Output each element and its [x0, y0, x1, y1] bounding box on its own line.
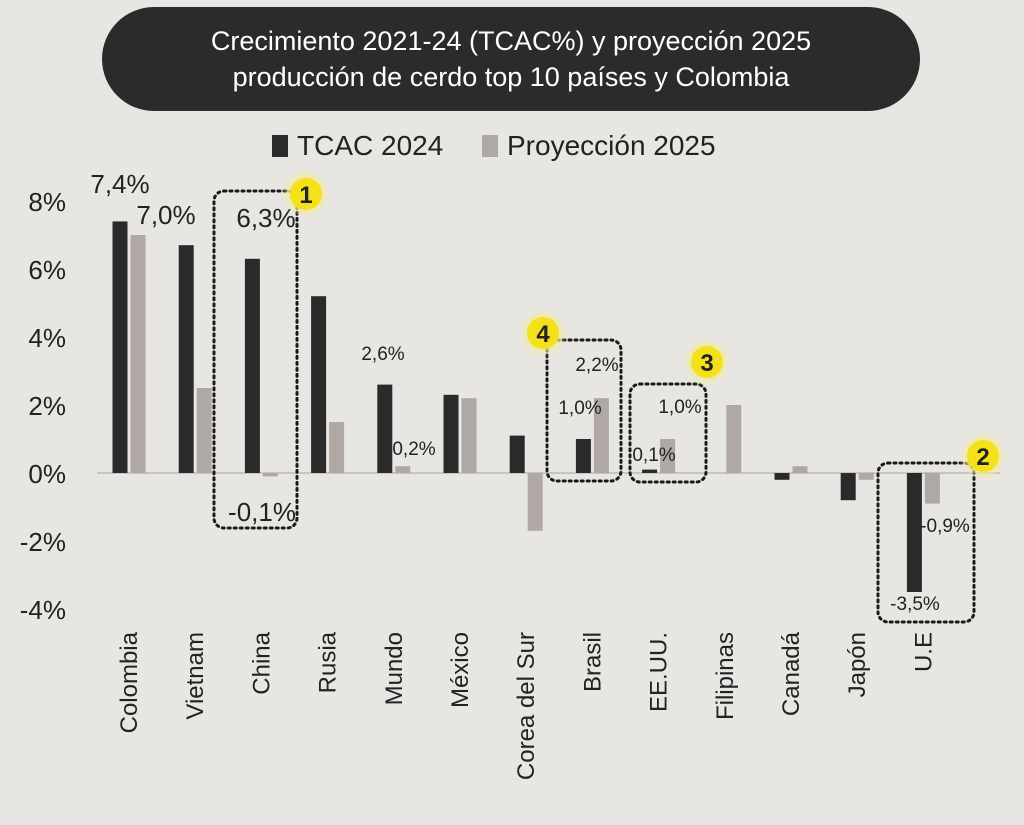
bar-proyeccion-colombia [130, 235, 146, 473]
data-label-u-e-tcac: -3,5% [890, 594, 940, 615]
x-axis-categories: Colombia Vietnam China Rusia Mundo México Core… [116, 631, 937, 780]
bar-tcac-vietnam [178, 245, 194, 473]
badge-circle-1 [290, 178, 322, 210]
bar-proyeccion-mexico [461, 398, 477, 473]
data-label-mundo-tcac: 2,6% [361, 344, 404, 365]
bar-tcac-brasil [575, 439, 591, 473]
category-label-canada: Canadá [778, 631, 805, 716]
bar-tcac-ee-uu [642, 469, 658, 473]
bar-proyeccion-mundo [395, 466, 411, 473]
data-label-u-e-proyeccion: -0,9% [920, 516, 970, 537]
bars [112, 221, 940, 592]
legend-swatch-proyeccion [482, 135, 498, 157]
highlight-box-ue [876, 461, 976, 624]
bar-tcac-canada [774, 473, 790, 480]
bar-proyeccion-corea-del-sur [527, 473, 543, 531]
bar-proyeccion-filipinas [726, 405, 742, 473]
data-label-china-proyeccion: -0,1% [228, 497, 296, 527]
y-tick-label: 4% [28, 323, 66, 353]
y-tick-label: -4% [20, 595, 66, 625]
y-axis: 8% 6% 4% 2% 0% -2% -4% [20, 187, 66, 625]
highlight-boxes [212, 189, 976, 624]
data-labels: 7,4%7,0% 6,3% -0,1% 2,6% 0,2% 2,2% 1,0% 0,1% 1,0… [90, 169, 970, 615]
badge-number-4: 4 [536, 321, 550, 348]
chart-title-line-1: Crecimiento 2021-24 (TCAC%) y proyección… [210, 26, 812, 56]
highlight-badges: 1 2 3 4 [286, 174, 1003, 476]
data-label-ee-uu-proyeccion: 1,0% [658, 397, 701, 418]
legend-label-tcac: TCAC 2024 [297, 130, 443, 161]
data-label-colombia-proyeccion: 7,0% [136, 200, 195, 230]
bar-tcac-corea-del-sur [509, 435, 525, 473]
bar-proyeccion-ee-uu [660, 439, 676, 473]
data-label-brasil-tcac: 1,0% [558, 398, 601, 419]
data-label-mundo-proyeccion: 0,2% [392, 439, 435, 460]
bar-proyeccion-vietnam [196, 388, 212, 473]
category-label-japon: Japón [844, 632, 871, 697]
legend-label-proyeccion: Proyección 2025 [507, 130, 716, 161]
data-label-ee-uu-tcac: 0,1% [632, 445, 675, 466]
category-label-mexico: México [447, 632, 474, 708]
bar-tcac-colombia [112, 221, 128, 473]
bar-proyeccion-canada [792, 466, 808, 473]
chart-legend: TCAC 2024 Proyección 2025 [272, 130, 716, 161]
y-tick-label: 0% [28, 459, 66, 489]
category-label-china: China [248, 631, 275, 694]
badge-circle-3 [691, 346, 723, 378]
badge-circle-2 [967, 440, 999, 472]
bar-tcac-china [244, 258, 260, 473]
highlight-box-eeuu [628, 382, 708, 484]
badge-number-1: 1 [299, 182, 312, 209]
badge-number-2: 2 [976, 444, 989, 471]
badge-circle-4 [527, 317, 559, 349]
y-tick-label: 2% [28, 391, 66, 421]
legend-swatch-tcac [272, 135, 288, 157]
chart-title-banner: Crecimiento 2021-24 (TCAC%) y proyección… [102, 7, 920, 111]
highlight-box-china [212, 189, 299, 530]
category-label-vietnam: Vietnam [182, 632, 209, 720]
category-label-colombia: Colombia [116, 631, 143, 733]
bar-proyeccion-china [262, 473, 278, 477]
bar-proyeccion-u-e [924, 473, 940, 504]
category-label-rusia: Rusia [315, 631, 342, 693]
category-label-u-e: U.E [910, 632, 937, 672]
bar-proyeccion-japon [858, 473, 874, 480]
bar-tcac-mundo [377, 384, 393, 473]
bar-tcac-japon [840, 473, 856, 501]
highlight-box-brasil [545, 338, 623, 483]
category-label-brasil: Brasil [579, 632, 606, 692]
bar-tcac-mexico [443, 394, 459, 473]
category-label-filipinas: Filipinas [712, 632, 739, 720]
category-label-corea-del-sur: Corea del Sur [513, 632, 540, 780]
category-label-mundo: Mundo [381, 632, 408, 705]
bar-proyeccion-rusia [329, 422, 345, 473]
data-label-brasil-proyeccion: 2,2% [575, 355, 618, 376]
y-tick-label: -2% [20, 527, 66, 557]
y-tick-label: 6% [28, 255, 66, 285]
bar-proyeccion-brasil [593, 398, 609, 473]
badge-number-3: 3 [700, 350, 713, 377]
y-tick-label: 8% [28, 187, 66, 217]
chart-title-line-2: producción de cerdo top 10 países y Colo… [232, 62, 790, 92]
data-label-china-tcac: 6,3% [236, 203, 295, 233]
bar-tcac-rusia [311, 296, 327, 473]
data-label-colombia-tcac: 7,4% [90, 169, 149, 199]
bar-tcac-u-e [906, 473, 922, 592]
category-label-ee-uu: EE.UU. [646, 632, 673, 712]
